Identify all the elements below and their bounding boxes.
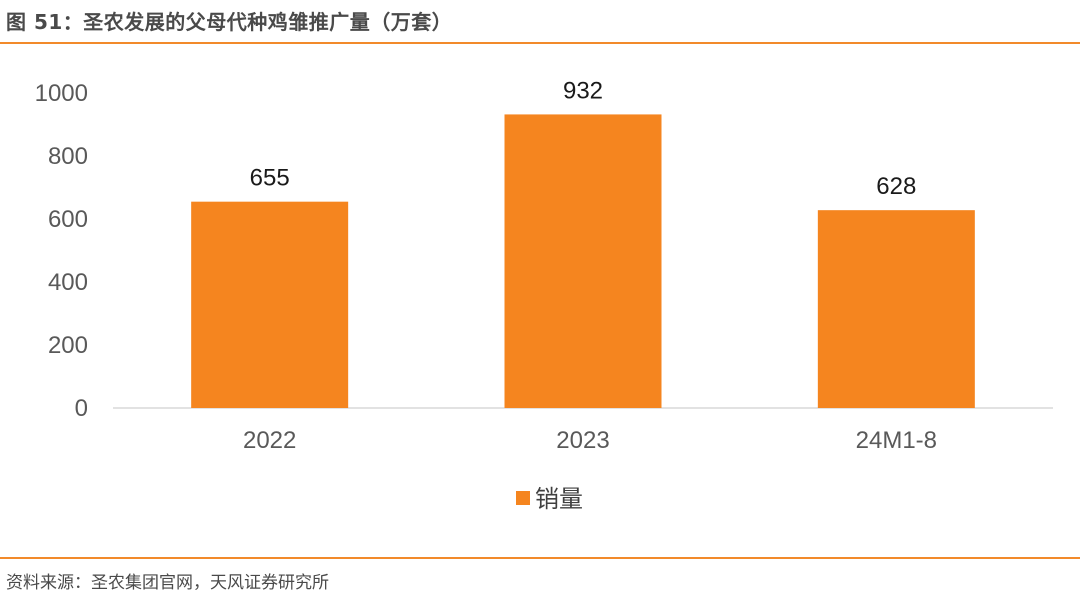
y-tick-label: 800 (48, 143, 88, 170)
legend-label: 销量 (535, 485, 583, 513)
x-tick-label: 2023 (556, 427, 609, 454)
bar-value-label: 655 (250, 165, 290, 192)
bar (504, 114, 662, 409)
bar-value-label: 628 (876, 173, 916, 200)
page-title: 图 51：圣农发展的父母代种鸡雏推广量（万套） (6, 10, 453, 34)
x-tick-label: 24M1-8 (856, 427, 937, 454)
legend: 销量 (516, 485, 583, 513)
y-tick-label: 200 (48, 332, 88, 359)
title-divider (0, 42, 1080, 44)
bars-group: 655 932 628 (191, 77, 975, 409)
bar (191, 201, 349, 408)
bar-value-label: 932 (563, 77, 603, 104)
bar (817, 210, 975, 408)
y-axis-ticks: 0 200 400 600 800 1000 (35, 80, 88, 422)
bar-chart: 0 200 400 600 800 1000 655 932 628 2022 2023 24M1… (35, 77, 1053, 513)
y-tick-label: 600 (48, 206, 88, 233)
x-tick-label: 2022 (243, 427, 296, 454)
legend-swatch (516, 491, 530, 505)
y-tick-label: 400 (48, 269, 88, 296)
source-note: 资料来源：圣农集团官网，天风证券研究所 (6, 573, 329, 593)
x-axis-ticks: 2022 2023 24M1-8 (243, 427, 937, 454)
y-tick-label: 1000 (35, 80, 88, 107)
y-tick-label: 0 (75, 395, 88, 422)
footer-divider (0, 557, 1080, 559)
